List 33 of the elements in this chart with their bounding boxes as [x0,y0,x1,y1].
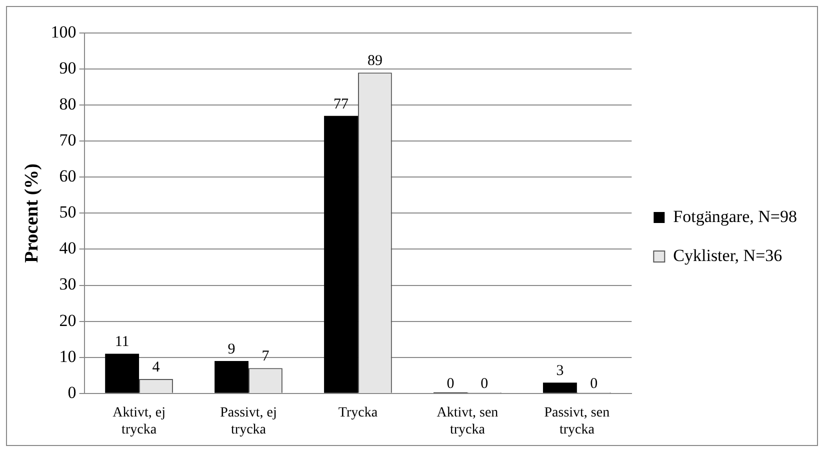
x-tick-label: Passivt, sen trycka [544,405,610,438]
y-tick-label: 90 [59,58,76,78]
x-tick-label: Aktivt, ej trycka [112,405,166,438]
data-label: 77 [334,96,350,112]
y-tick-label: 20 [59,310,76,330]
y-tick-label: 60 [59,166,76,186]
x-tick-label: Passivt, ej trycka [220,405,277,438]
legend-label: Fotgängare, N=98 [673,206,798,226]
bar [324,116,358,393]
y-tick-label: 10 [59,346,76,366]
y-tick-label: 40 [59,238,76,258]
y-tick-label: 80 [59,94,76,114]
x-tick-label: Trycka [338,405,378,420]
y-axis-title: Procent (%) [21,164,42,263]
bar [542,382,577,393]
x-tick-label: Aktivt, sen trycka [436,405,498,438]
data-label: 0 [590,376,598,392]
data-label: 7 [262,348,270,365]
data-label: 89 [367,53,382,70]
data-label: 0 [446,376,454,392]
data-label: 0 [480,376,488,392]
y-tick-label: 30 [59,274,76,294]
y-tick-label: 70 [59,130,76,150]
data-label: 9 [228,341,236,358]
bar [214,360,249,393]
legend-label: Cyklister, N=36 [673,246,782,265]
data-label: 3 [556,363,564,380]
y-tick-label: 100 [50,22,76,42]
bar [105,354,140,393]
data-label: 11 [114,334,130,350]
y-tick-label: 0 [68,382,76,402]
data-label: 4 [152,359,160,376]
y-tick-label: 50 [59,202,76,222]
